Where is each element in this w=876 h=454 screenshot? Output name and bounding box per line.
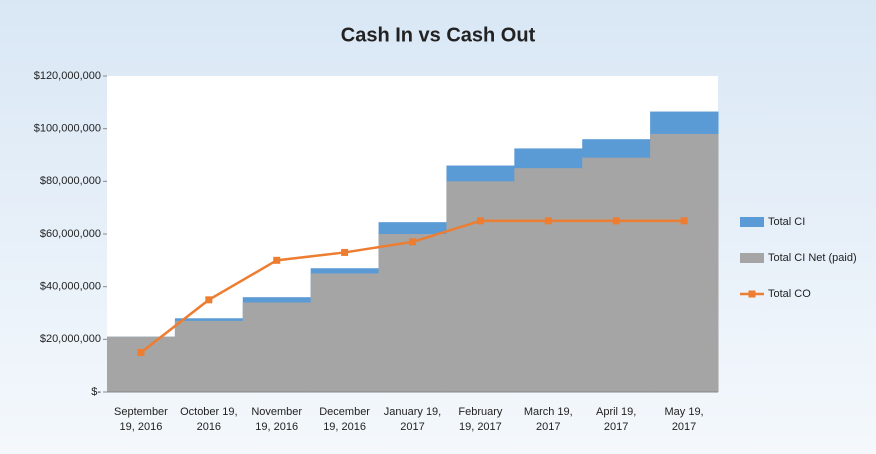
area-step	[582, 157, 651, 392]
x-tick-label: March 19, 2017	[524, 406, 573, 433]
marker	[612, 217, 620, 225]
marker	[205, 296, 213, 304]
y-tick-label: $100,000,000	[34, 123, 101, 135]
legend-label: Total CI Net (paid)	[768, 252, 857, 264]
x-tick-label-line: 19, 2016	[255, 421, 298, 433]
x-tick-label-line: February	[458, 406, 503, 418]
legend-label: Total CI	[768, 216, 805, 228]
marker	[273, 256, 281, 264]
x-tick-label-line: May 19,	[664, 406, 703, 418]
y-tick-label: $60,000,000	[40, 228, 101, 240]
area-step	[242, 302, 312, 392]
area-step	[514, 168, 583, 392]
area-step	[310, 273, 380, 392]
x-tick-label-line: 2016	[197, 421, 221, 433]
x-tick-label: November 19, 2016	[251, 406, 302, 433]
x-tick-label-line: December	[319, 406, 370, 418]
area-step	[378, 234, 447, 392]
x-tick-label-line: 2017	[672, 421, 696, 433]
marker	[544, 217, 552, 225]
x-tick-label-line: November	[251, 406, 302, 418]
y-tick-label: $80,000,000	[40, 175, 101, 187]
legend-swatch	[740, 253, 764, 263]
area-step	[174, 320, 244, 392]
area-step	[650, 133, 719, 392]
x-tick-label: May 19, 2017	[664, 406, 703, 433]
x-tick-label: January 19, 2017	[384, 406, 441, 433]
x-tick-label: October 19, 2016	[180, 406, 237, 433]
y-tick-label: $-	[91, 386, 101, 398]
x-tick-label: February 19, 2017	[458, 406, 503, 433]
x-tick-label-line: September	[114, 406, 168, 418]
x-tick-label: April 19, 2017	[596, 406, 636, 433]
legend-marker	[748, 290, 756, 298]
y-tick-label: $40,000,000	[40, 281, 101, 293]
marker	[409, 238, 416, 246]
x-tick-label-line: April 19,	[596, 406, 636, 418]
legend-swatch	[740, 217, 764, 227]
marker	[137, 349, 145, 356]
x-tick-label-line: March 19,	[524, 406, 573, 418]
x-tick-label: September 19, 2016	[114, 406, 168, 433]
area-step	[446, 181, 515, 392]
x-tick-label-line: January 19,	[384, 406, 441, 418]
x-tick-label: December 19, 2016	[319, 406, 370, 433]
x-tick-label-line: 2017	[400, 421, 424, 433]
x-tick-label-line: 19, 2016	[323, 421, 366, 433]
legend-label: Total CO	[768, 288, 811, 300]
area-step	[107, 336, 176, 392]
y-tick-label: $20,000,000	[40, 333, 101, 345]
x-tick-label-line: October 19,	[180, 406, 237, 418]
x-tick-label-line: 19, 2016	[120, 421, 163, 433]
marker	[680, 217, 688, 225]
y-tick-label: $120,000,000	[34, 70, 101, 82]
marker	[341, 248, 349, 256]
x-tick-label-line: 2017	[536, 421, 560, 433]
chart-title: Cash In vs Cash Out	[341, 24, 536, 46]
marker	[476, 217, 484, 225]
x-tick-label-line: 2017	[604, 421, 628, 433]
x-tick-label-line: 19, 2017	[459, 421, 502, 433]
